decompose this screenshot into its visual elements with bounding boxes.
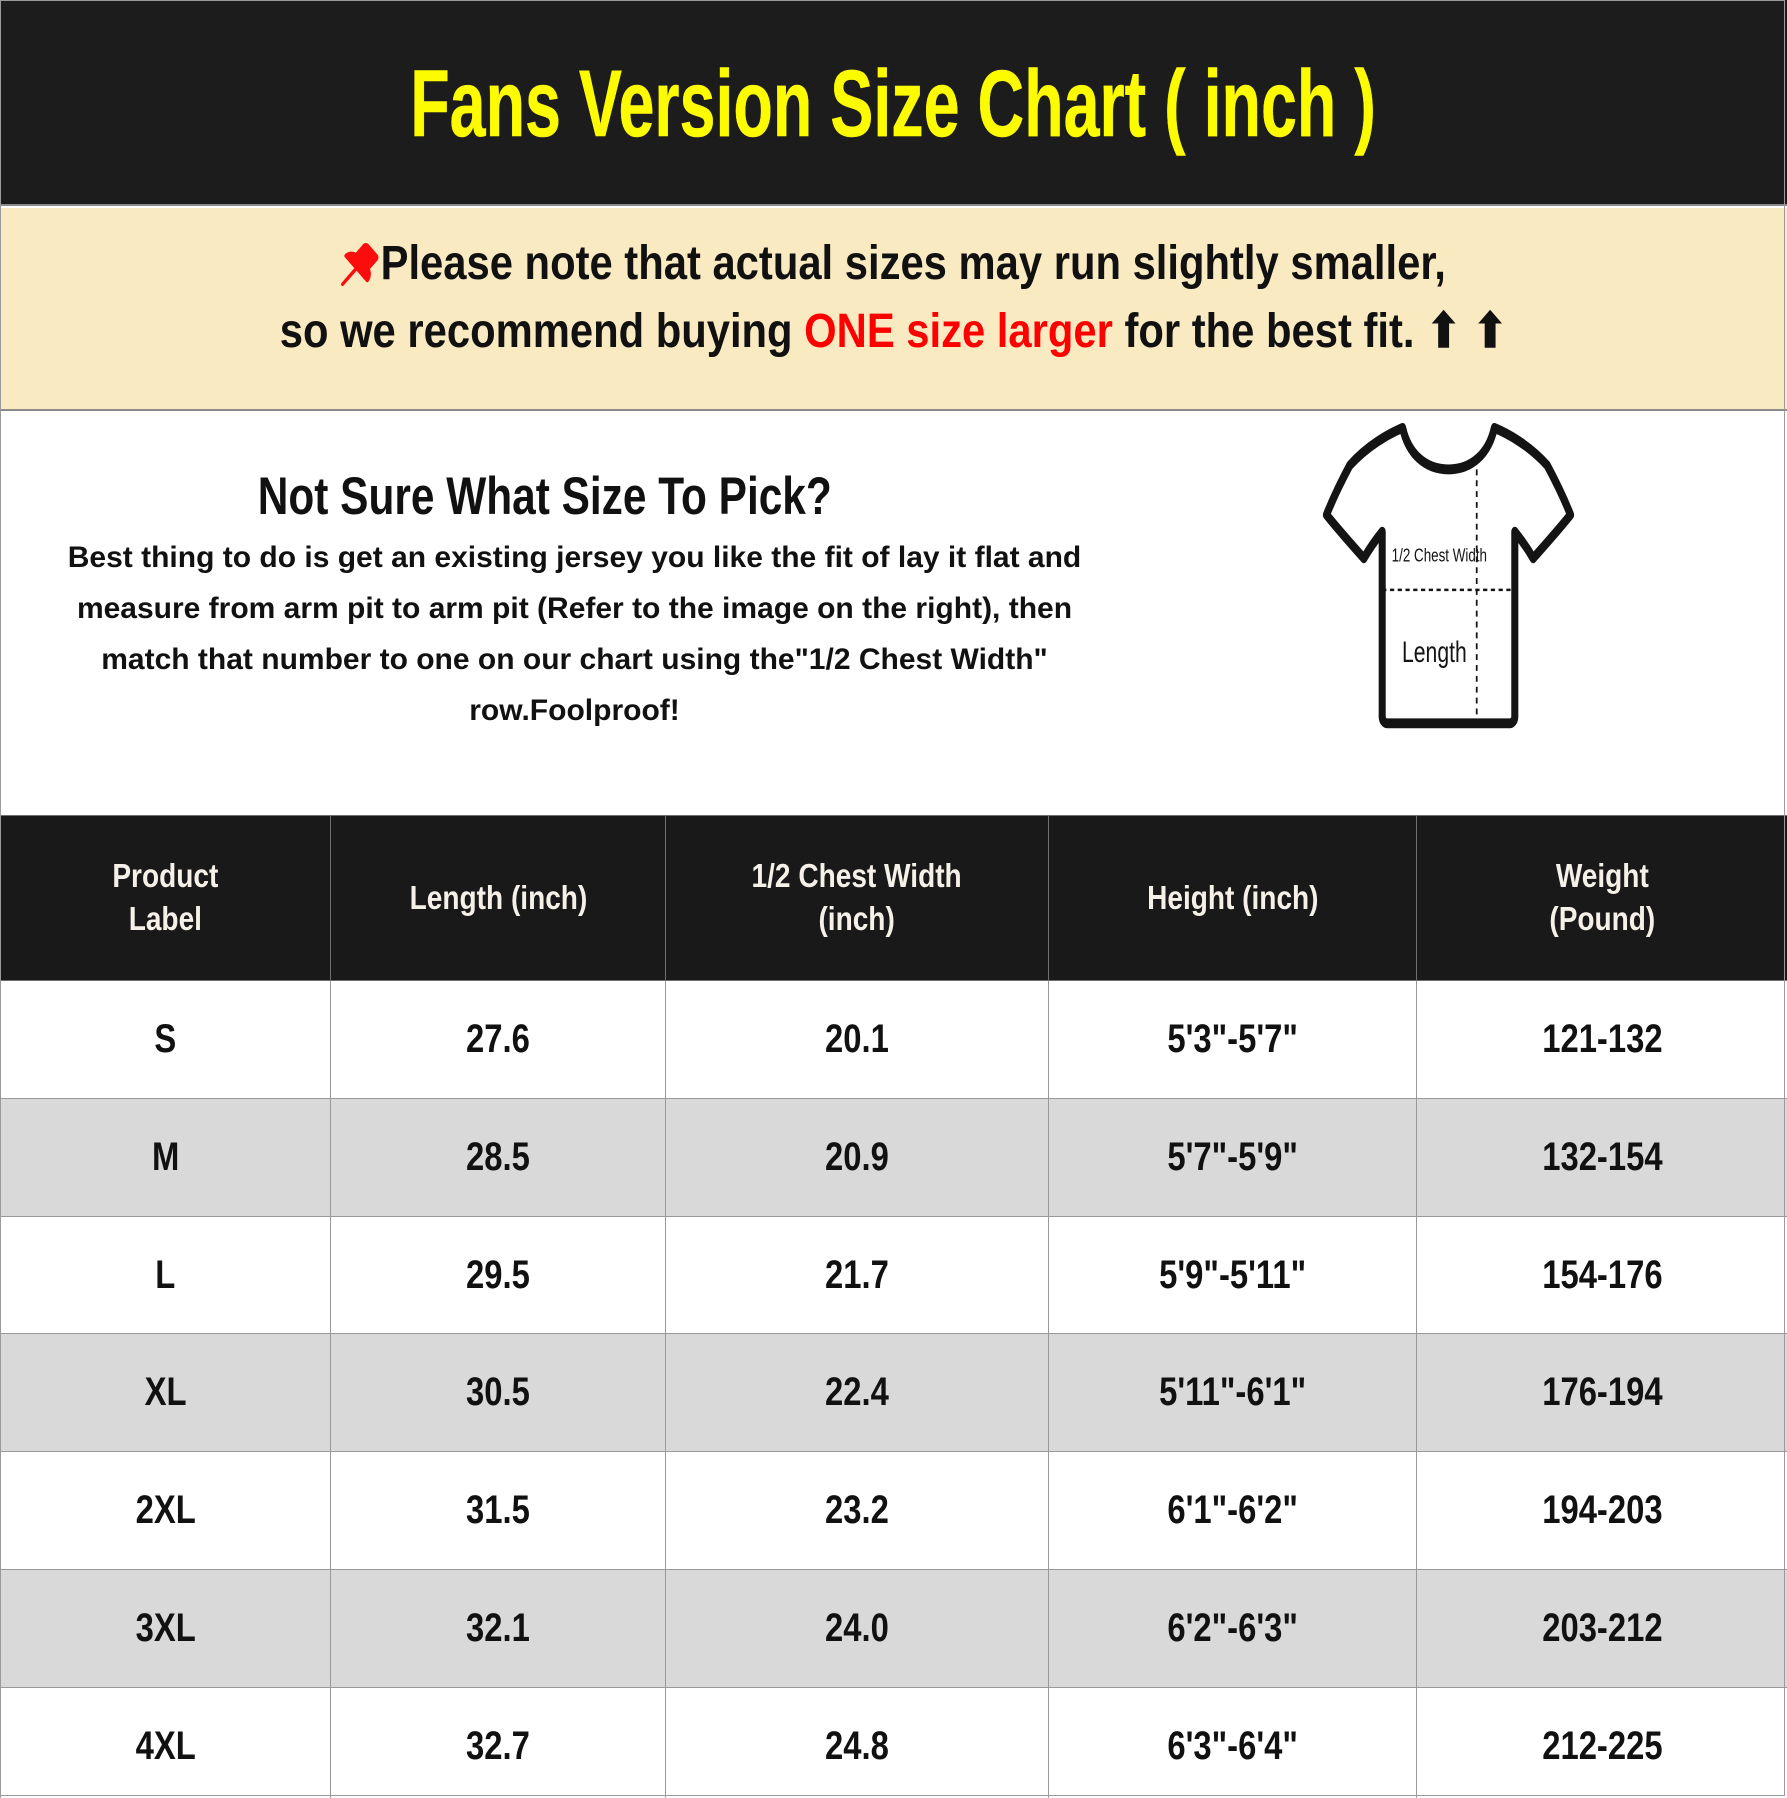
svg-text:1/2 Chest Width: 1/2 Chest Width	[1392, 545, 1487, 566]
svg-text:Length: Length	[1402, 637, 1467, 669]
